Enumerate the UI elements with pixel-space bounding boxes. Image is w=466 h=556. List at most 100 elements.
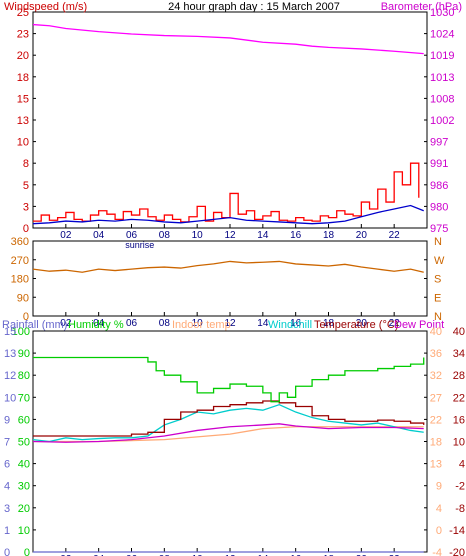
barometer-axis-title: Barometer (hPa) (381, 1, 462, 13)
compass-y-tick-label: N (434, 311, 442, 323)
indoor-temp-axis-title: Indoor temp (172, 319, 231, 331)
temperature-line (33, 400, 425, 437)
temp-left-y-tick-label: 36 (430, 348, 442, 360)
temp-left-y-tick-label: 32 (430, 370, 442, 382)
climate-x-tick-label: 14 (257, 554, 269, 556)
wind-gust-line (33, 162, 420, 223)
wind-x-tick-label: 08 (159, 230, 171, 241)
chart-title: 24 hour graph day : 15 March 2007 (168, 1, 340, 13)
climate-x-tick-label: 20 (356, 554, 368, 556)
humidity-y-tick-label: 70 (18, 392, 30, 404)
rainfall-y-tick-label: 7 (4, 437, 10, 449)
wind-average-line (32, 204, 424, 225)
climate-x-tick-label: 04 (93, 554, 105, 556)
direction-x-tick-label: 14 (257, 318, 269, 329)
direction-x-tick-label: 02 (60, 318, 72, 329)
wind-y-tick-label: 15 (17, 93, 29, 105)
wind-y-tick-label: 25 (17, 7, 29, 19)
compass-y-tick-label: S (434, 274, 441, 286)
baro-y-tick-label: 1002 (430, 115, 454, 127)
wind-y-tick-label: 23 (17, 29, 29, 41)
temp-right-y-tick-label: -14 (449, 525, 465, 537)
compass-y-tick-label: E (434, 292, 441, 304)
humidity-y-tick-label: 80 (18, 370, 30, 382)
temp-left-y-tick-label: 22 (430, 414, 442, 426)
direction-x-tick-label: 22 (389, 318, 401, 329)
humidity-y-tick-label: 30 (18, 481, 30, 493)
windchill-axis-title: Windchill (268, 319, 312, 331)
barometer-line (32, 23, 424, 55)
windchill-line (32, 403, 424, 443)
climate-x-tick-label: 08 (159, 554, 171, 556)
direction-x-tick-label: 06 (126, 318, 138, 329)
direction-x-tick-label: 10 (192, 318, 204, 329)
rainfall-axis-title: Rainfall (mm) (2, 319, 67, 331)
climate-x-tick-label: 18 (323, 554, 335, 556)
temp-right-y-tick-label: -20 (449, 547, 465, 556)
temp-right-y-tick-label: -8 (455, 503, 465, 515)
wind-y-tick-label: 18 (17, 72, 29, 84)
temp-left-y-tick-label: 40 (430, 326, 442, 338)
humidity-axis-title: Humidity % (68, 319, 124, 331)
wind-axis-title: Windspeed (m/s) (4, 1, 87, 13)
temp-left-y-tick-label: 18 (430, 437, 442, 449)
rainfall-y-tick-label: 6 (4, 459, 10, 471)
wind-y-tick-label: 10 (17, 137, 29, 149)
humidity-y-tick-label: 90 (18, 348, 30, 360)
wind-x-tick-label: 22 (389, 230, 401, 241)
humidity-y-tick-label: 60 (18, 414, 30, 426)
temp-right-y-tick-label: 28 (453, 370, 465, 382)
direction-x-tick-label: 20 (356, 318, 368, 329)
direction-x-tick-label: 04 (93, 318, 105, 329)
direction-x-tick-label: 12 (224, 318, 236, 329)
wind-x-tick-label: 02 (60, 230, 72, 241)
rainfall-y-tick-label: 4 (4, 481, 10, 493)
rainfall-y-tick-label: 12 (4, 370, 16, 382)
wind-x-tick-label: 12 (224, 230, 236, 241)
baro-y-tick-label: 1013 (430, 72, 454, 84)
temp-right-y-tick-label: 34 (453, 348, 465, 360)
dewpoint-axis-title: Dew Point (394, 319, 444, 331)
temp-left-y-tick-label: 4 (436, 503, 442, 515)
sunrise-label: sunrise (125, 240, 154, 250)
climate-x-tick-label: 16 (290, 554, 302, 556)
direction-y-tick-label: 90 (17, 292, 29, 304)
direction-y-tick-label: 180 (11, 274, 29, 286)
climate-x-tick-label: 22 (389, 554, 401, 556)
baro-y-tick-label: 1019 (430, 50, 454, 62)
temperature-axis-title: Temperature (°C) (314, 319, 398, 331)
humidity-y-tick-label: 50 (18, 437, 30, 449)
temp-right-y-tick-label: -2 (455, 481, 465, 493)
temp-right-y-tick-label: 10 (453, 437, 465, 449)
wind-x-tick-label: 14 (257, 230, 269, 241)
temp-right-y-tick-label: 22 (453, 392, 465, 404)
direction-x-tick-label: 18 (323, 318, 335, 329)
temp-left-y-tick-label: 9 (436, 481, 442, 493)
direction-panel-frame (32, 240, 428, 317)
temp-left-y-tick-label: 0 (436, 525, 442, 537)
direction-x-tick-label: 16 (290, 318, 302, 329)
humidity-y-tick-label: 100 (12, 326, 30, 338)
temp-left-y-tick-label: -4 (432, 547, 442, 556)
baro-y-tick-label: 997 (430, 137, 448, 149)
humidity-y-tick-label: 10 (18, 525, 30, 537)
direction-y-tick-label: 270 (11, 255, 29, 267)
baro-y-tick-label: 986 (430, 180, 448, 192)
rainfall-y-tick-label: 13 (4, 348, 16, 360)
temp-left-y-tick-label: 13 (430, 459, 442, 471)
baro-y-tick-label: 980 (430, 201, 448, 213)
rainfall-y-tick-label: 10 (4, 392, 16, 404)
rainfall-y-tick-label: 0 (4, 547, 10, 556)
temp-right-y-tick-label: 40 (453, 326, 465, 338)
humidity-y-tick-label: 40 (18, 459, 30, 471)
baro-y-tick-label: 1008 (430, 93, 454, 105)
wind-y-tick-label: 0 (23, 223, 29, 235)
baro-y-tick-label: 975 (430, 223, 448, 235)
baro-y-tick-label: 1030 (430, 7, 454, 19)
humidity-y-tick-label: 0 (24, 547, 30, 556)
wind-x-tick-label: 20 (356, 230, 368, 241)
wind-y-tick-label: 8 (23, 158, 29, 170)
wind-x-tick-label: 04 (93, 230, 105, 241)
climate-x-tick-label: 10 (192, 554, 204, 556)
